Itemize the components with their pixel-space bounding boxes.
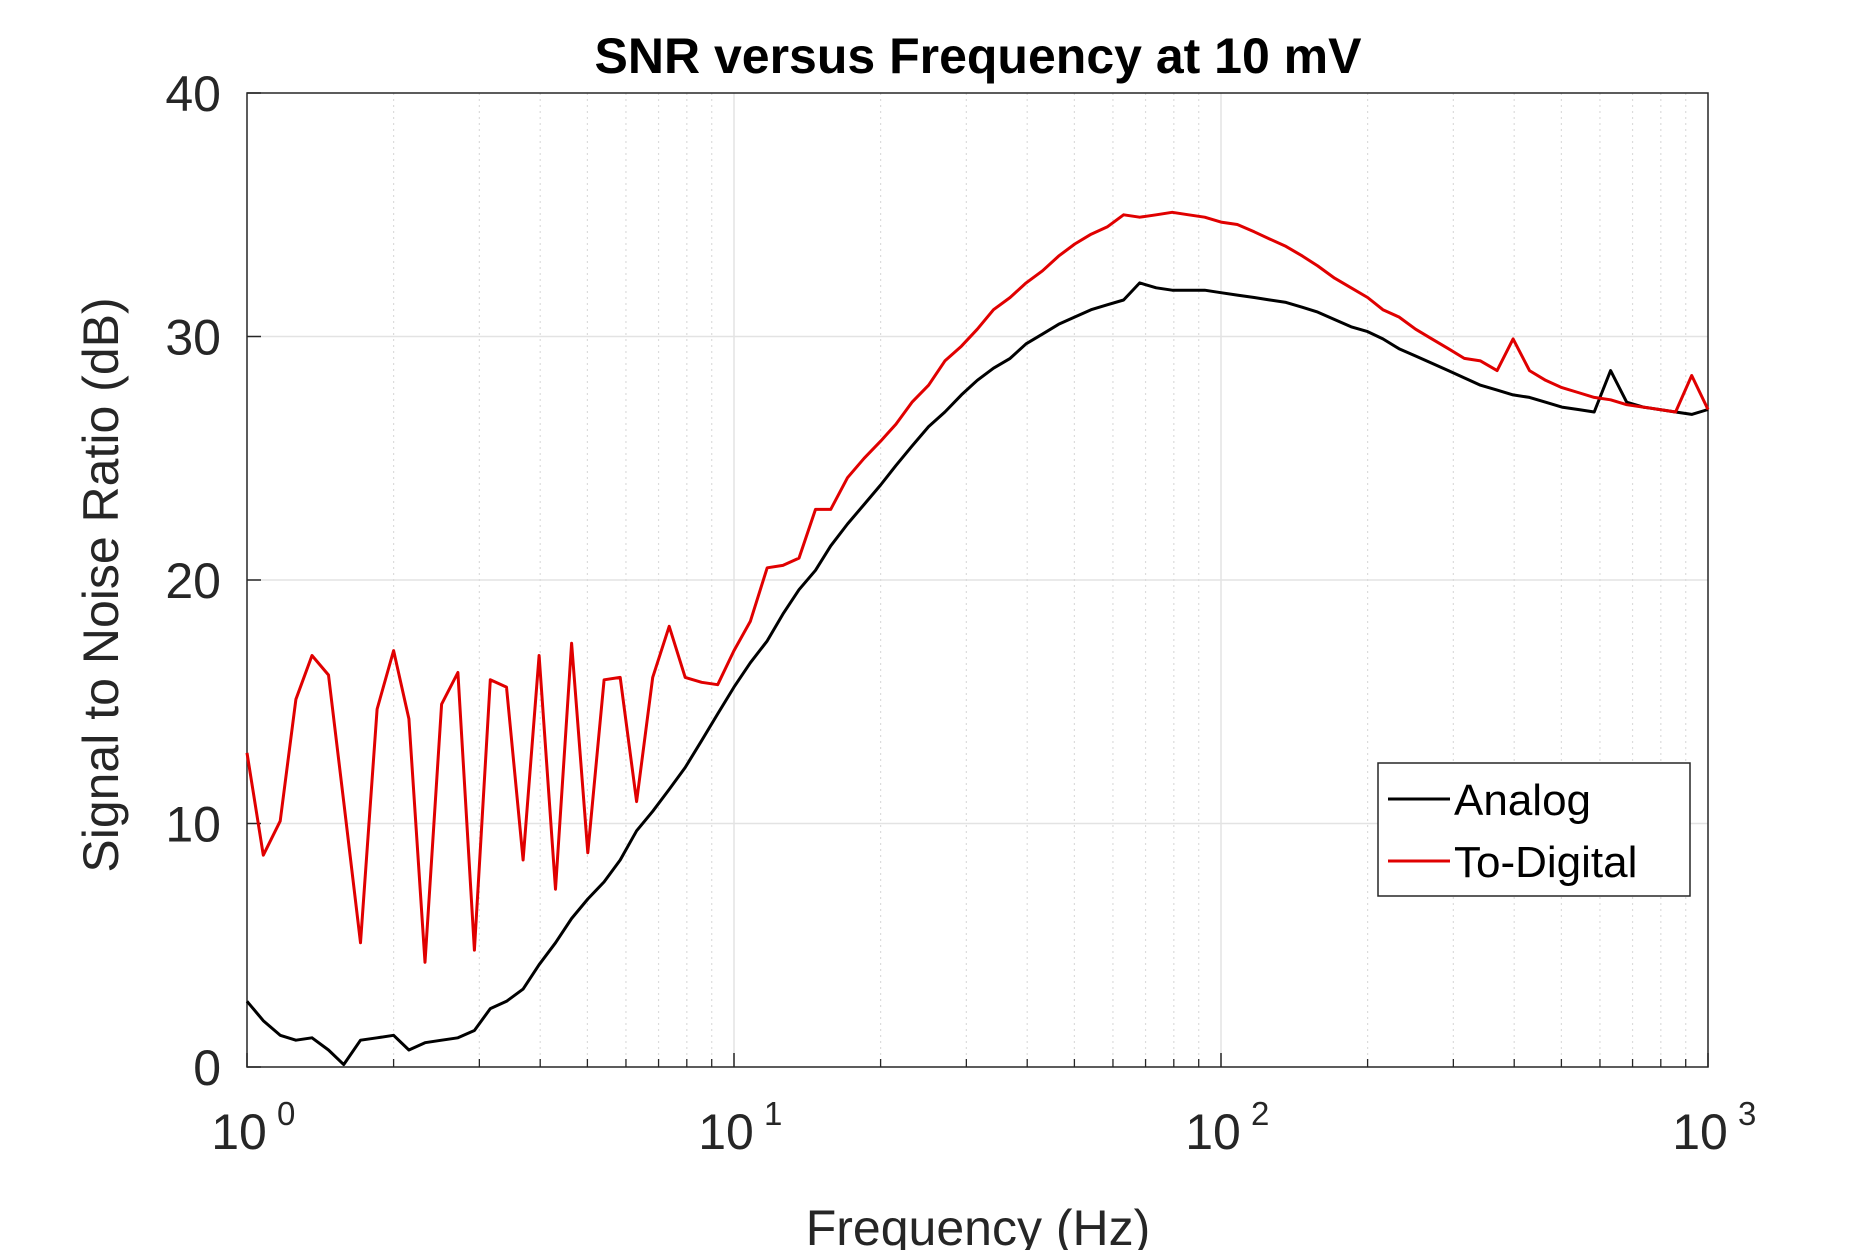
y-tick-label: 30 [165,310,221,366]
y-tick-label: 10 [165,797,221,853]
x-axis-label: Frequency (Hz) [806,1200,1151,1250]
x-tick-label-exponent: 1 [764,1095,782,1132]
series-line-to-digital [245,210,1710,964]
series-line-analog [245,281,1709,1067]
legend-label-to-digital: To-Digital [1454,838,1637,887]
x-tick-label: 10 [698,1104,754,1160]
x-tick-label-exponent: 3 [1738,1095,1756,1132]
chart-title: SNR versus Frequency at 10 mV [595,28,1363,84]
y-tick-label: 20 [165,553,221,609]
grid-lines [247,93,1708,1067]
x-tick-label-exponent: 0 [277,1095,295,1132]
axis-ticks [246,92,1709,1068]
series-lines [245,210,1710,1067]
x-tick-label: 10 [211,1104,267,1160]
x-tick-label: 10 [1672,1104,1728,1160]
legend: Analog To-Digital [1377,762,1691,897]
legend-label-analog: Analog [1454,776,1591,825]
x-tick-label: 10 [1185,1104,1241,1160]
tick-labels: 0 10 20 30 40 10 0 10 1 10 2 10 3 [165,66,1756,1160]
y-axis-label: Signal to Noise Ratio (dB) [73,297,129,872]
x-tick-label-exponent: 2 [1251,1095,1269,1132]
y-tick-label: 40 [165,66,221,122]
y-tick-label: 0 [193,1040,221,1096]
legend-box [1377,762,1691,897]
